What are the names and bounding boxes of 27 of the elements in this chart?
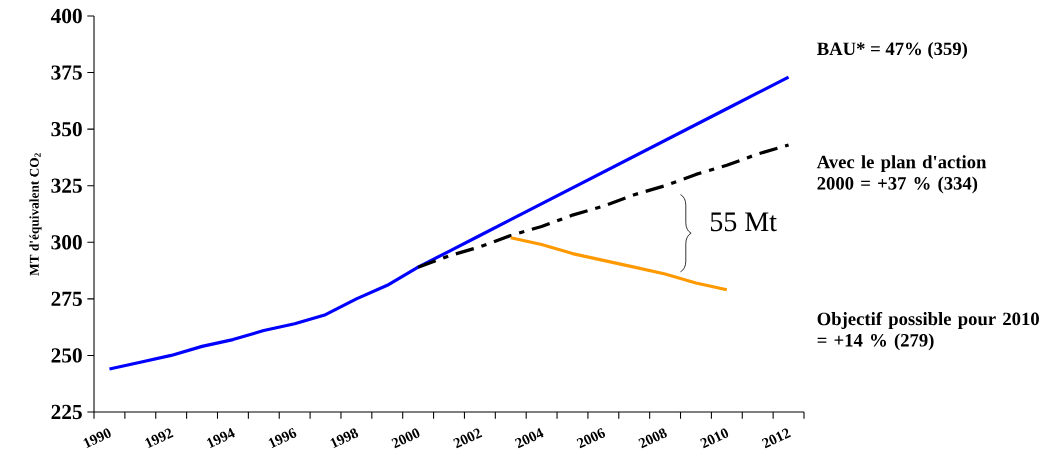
series-label: BAU* = 47% (359) — [817, 41, 968, 59]
series-label: Avec le plan d'action 2000 = +37 % (334) — [816, 155, 987, 194]
y-axis-title: MT d'équivalent CO$_{2}$ — [29, 153, 42, 276]
x-tick-label: 1992 — [145, 428, 174, 449]
x-tick-label: 1994 — [206, 427, 235, 449]
y-tick-label: 400 — [50, 8, 82, 24]
y-tick-label: 250 — [51, 348, 82, 363]
x-tick-label: 2002 — [453, 428, 483, 449]
x-tick-label: 2004 — [514, 427, 544, 449]
x-tick-label: 1998 — [330, 428, 359, 449]
x-tick-label: 1990 — [83, 428, 111, 449]
line-series — [509, 236, 729, 292]
x-tick-label: 1996 — [268, 428, 297, 449]
x-tick-label: 2000 — [391, 428, 420, 449]
text: Objectif possible pour 2010 = +14 % (279) — [817, 311, 1039, 351]
x-tick-label: 2008 — [638, 428, 667, 449]
y-tick-label: 225 — [51, 404, 82, 420]
line-series — [416, 143, 791, 269]
x-tick-label: 2010 — [700, 428, 729, 449]
y-tick-label: 350 — [51, 121, 82, 137]
annotation: 55 Mt — [710, 212, 777, 232]
x-tick-label: 2012 — [761, 428, 791, 449]
y-tick-label: 275 — [51, 291, 82, 307]
x-tick-label: 2006 — [576, 428, 606, 449]
y-tick-label: 325 — [51, 178, 82, 193]
y-tick-label: 300 — [51, 235, 82, 250]
y-tick-label: 375 — [51, 65, 82, 80]
